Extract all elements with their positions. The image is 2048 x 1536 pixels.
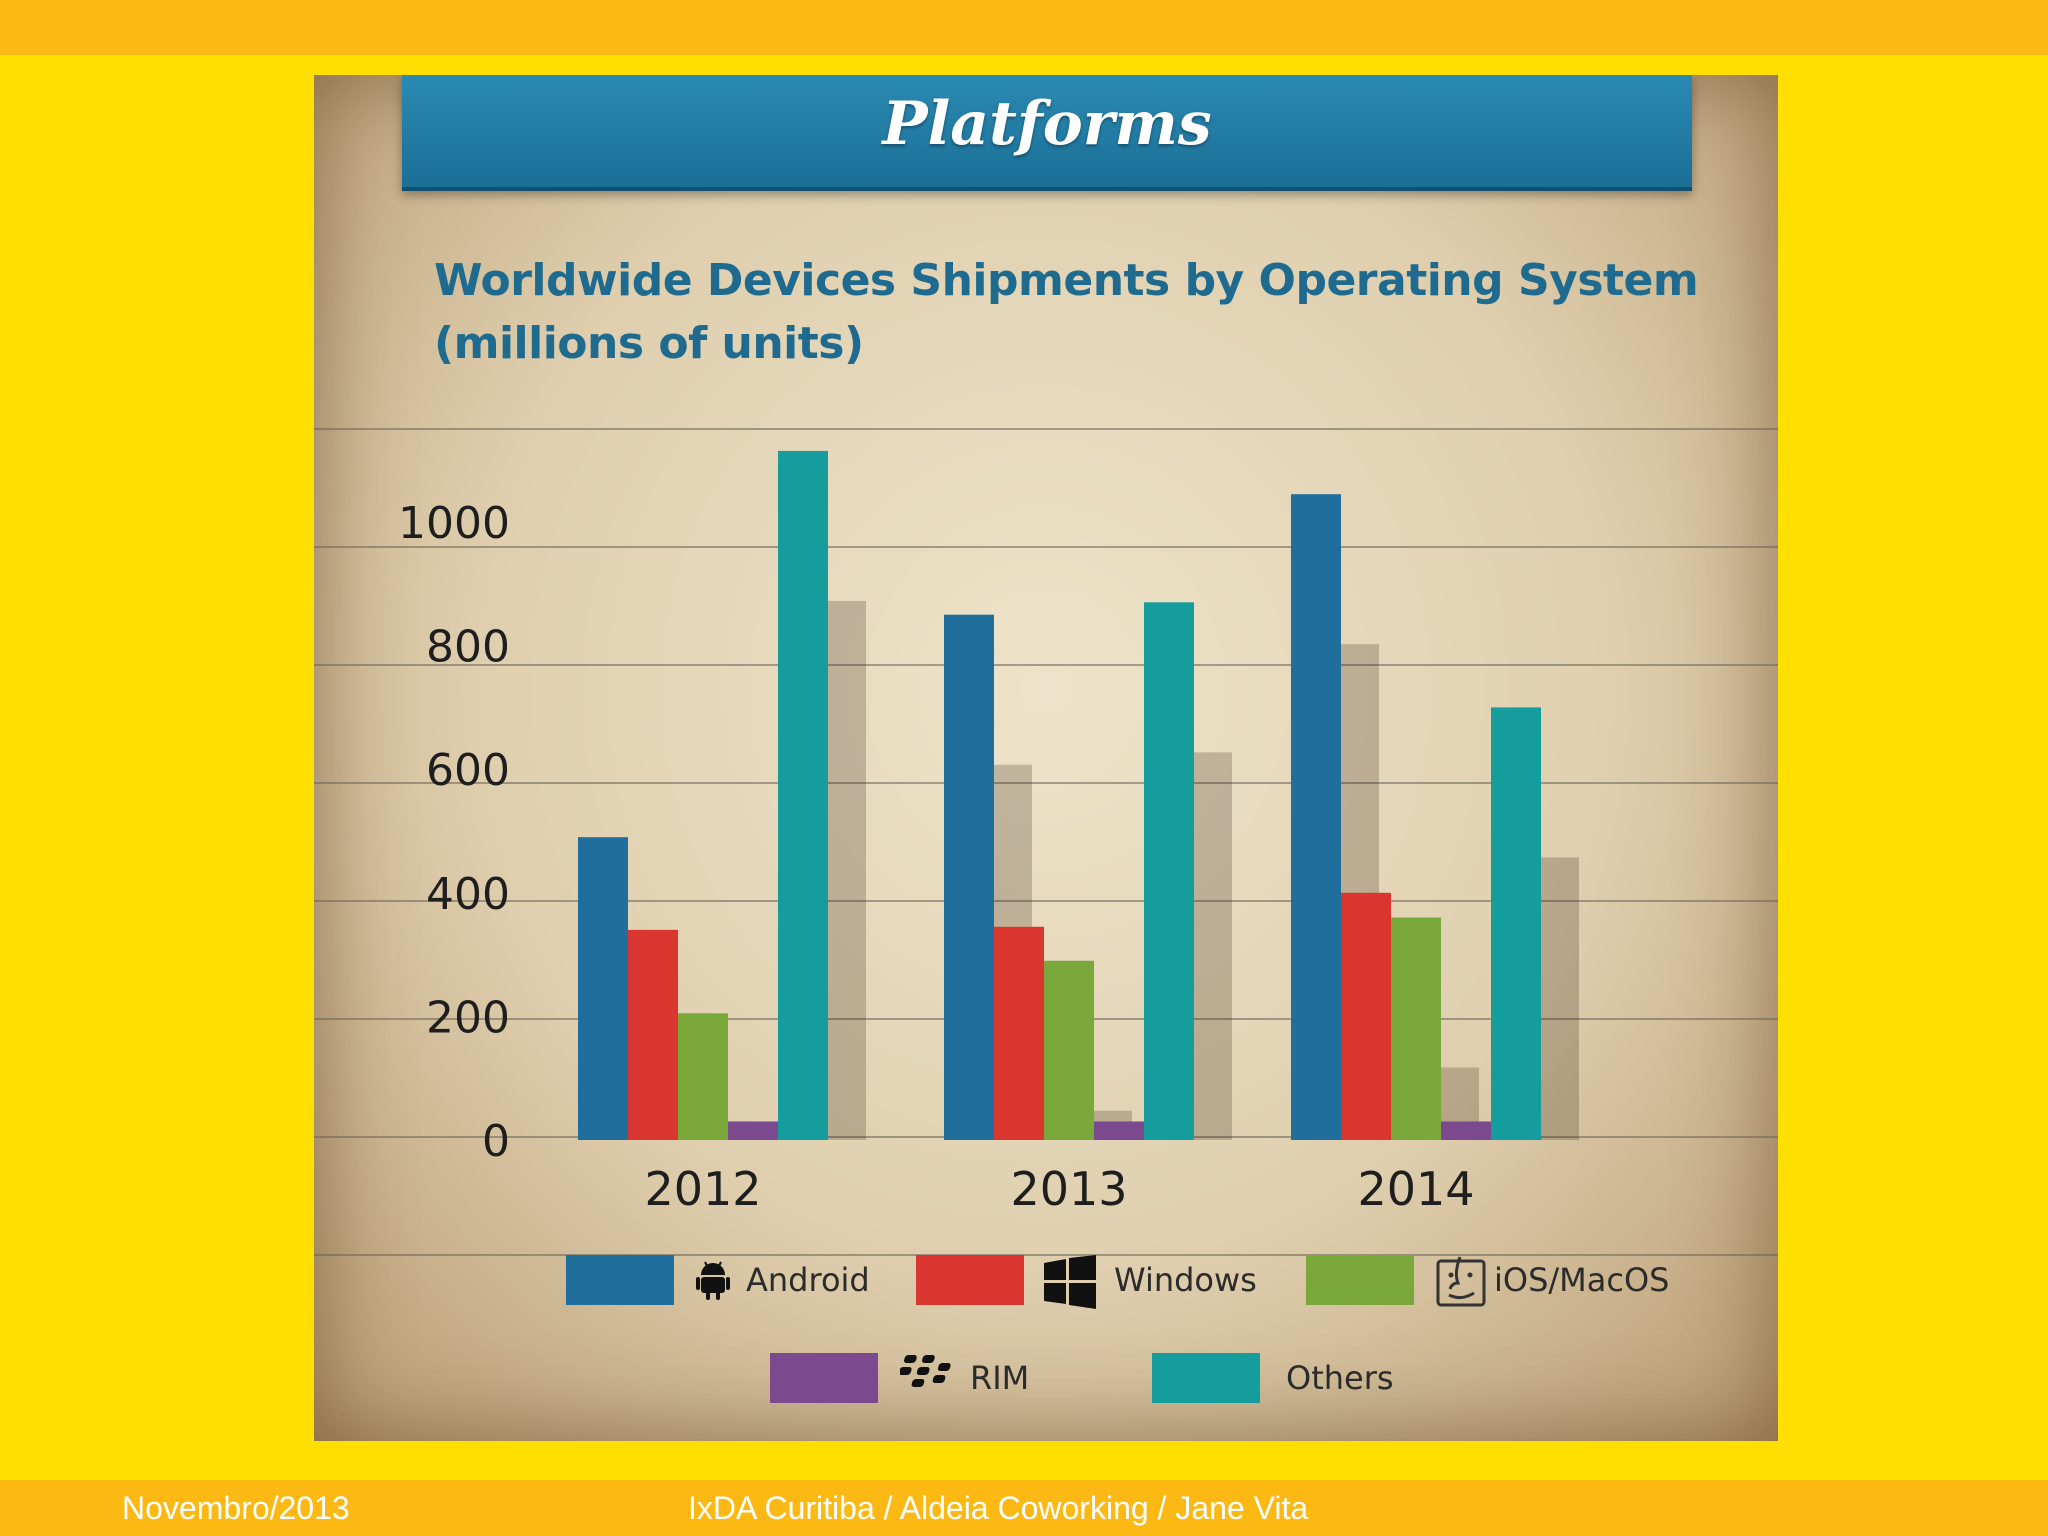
windows-icon xyxy=(1044,1255,1096,1309)
bar-ios-macos-2014 xyxy=(1391,917,1441,1140)
bar-others-2012 xyxy=(778,450,828,1140)
y-tick-label: 800 xyxy=(426,622,510,673)
chart-title-line-1: Worldwide Devices Shipments by Operating… xyxy=(434,255,1699,306)
legend-swatch-android xyxy=(566,1255,674,1305)
bar-chart: 0 200 400 600 800 1000 2012 2013 2014 xyxy=(314,428,1778,1256)
slide-heading: Platforms xyxy=(882,89,1212,159)
y-tick-label: 1000 xyxy=(398,498,510,549)
bar-windows-2012 xyxy=(628,929,678,1140)
bar-ios-macos-2013 xyxy=(1044,960,1094,1140)
android-icon xyxy=(696,1261,730,1300)
y-tick-label: 600 xyxy=(426,745,510,796)
footer-date: Novembro/2013 xyxy=(122,1490,350,1526)
legend-label-windows: Windows xyxy=(1114,1261,1257,1299)
bar-android-2013 xyxy=(944,614,994,1140)
bar-rim-2014 xyxy=(1441,1121,1491,1140)
apple-finder-icon xyxy=(1436,1256,1486,1307)
legend-label-android: Android xyxy=(746,1261,870,1299)
top-bar xyxy=(0,0,2048,55)
legend-label-ios-macos: iOS/MacOS xyxy=(1494,1261,1670,1299)
legend-swatch-rim xyxy=(770,1353,878,1403)
bar-others-2014 xyxy=(1491,707,1541,1140)
bar-windows-2014 xyxy=(1341,892,1391,1140)
x-tick-label: 2012 xyxy=(644,1162,761,1216)
legend-swatch-others xyxy=(1152,1353,1260,1403)
bar-android-2014 xyxy=(1291,494,1341,1140)
legend-swatch-windows xyxy=(916,1255,1024,1305)
bar-rim-2012 xyxy=(728,1121,778,1140)
legend-swatch-ios-macos xyxy=(1306,1255,1414,1305)
bar-windows-2013 xyxy=(994,926,1044,1140)
chart-title-line-2: (millions of units) xyxy=(434,318,864,369)
bar-ios-macos-2012 xyxy=(678,1013,728,1140)
x-tick-label: 2014 xyxy=(1357,1162,1474,1216)
footer-credit: IxDA Curitiba / Aldeia Coworking / Jane … xyxy=(688,1490,1309,1526)
y-tick-label: 200 xyxy=(426,992,510,1043)
x-tick-label: 2013 xyxy=(1010,1162,1127,1216)
bar-others-2013 xyxy=(1144,602,1194,1140)
chart-card: Platforms Worldwide Devices Shipments by… xyxy=(314,75,1778,1441)
blackberry-icon xyxy=(900,1355,951,1387)
y-tick-label: 400 xyxy=(426,869,510,920)
bar-android-2012 xyxy=(578,837,628,1140)
legend-label-others: Others xyxy=(1286,1359,1394,1397)
y-tick-label: 0 xyxy=(482,1116,510,1167)
title-banner: Platforms xyxy=(402,75,1692,191)
footer-bar xyxy=(0,1480,2048,1536)
bar-rim-2013 xyxy=(1094,1121,1144,1140)
legend-label-rim: RIM xyxy=(970,1359,1030,1397)
